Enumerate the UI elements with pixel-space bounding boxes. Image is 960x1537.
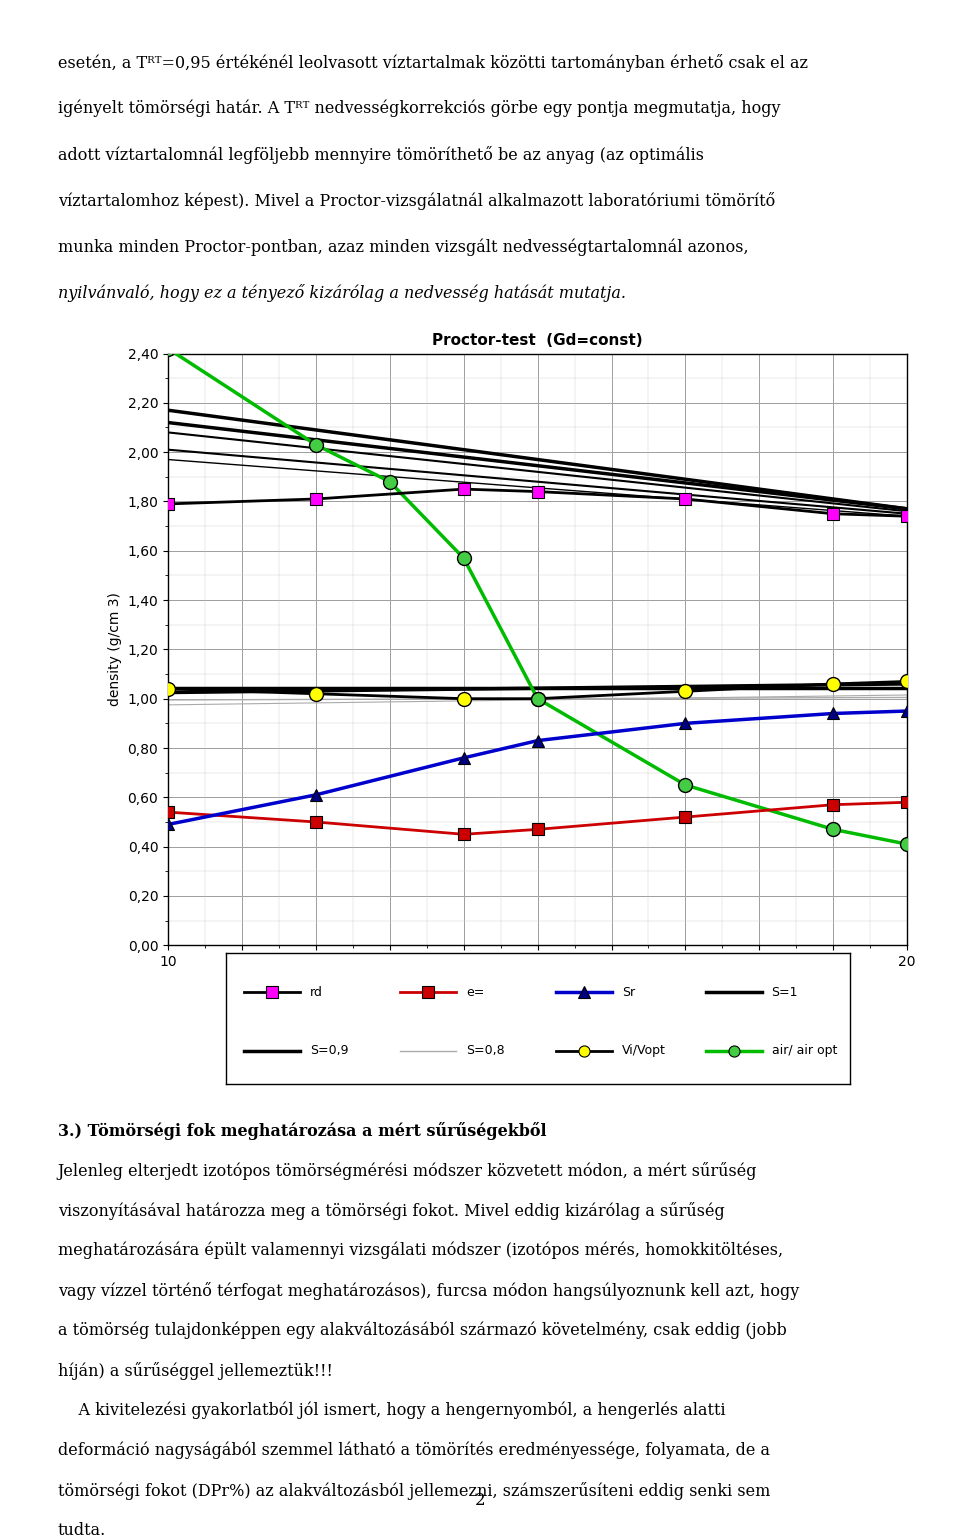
Text: e=: e= (466, 985, 484, 999)
Text: S=0,9: S=0,9 (310, 1045, 348, 1057)
Title: Proctor-test  (Gd=const): Proctor-test (Gd=const) (432, 334, 643, 349)
Text: 2: 2 (474, 1492, 486, 1509)
Text: víztartalomhoz képest). Mivel a Proctor-vizsgálatnál alkalmazott laboratóriumi t: víztartalomhoz képest). Mivel a Proctor-… (58, 192, 775, 211)
Text: tudta.: tudta. (58, 1522, 106, 1537)
Text: Sr: Sr (622, 985, 635, 999)
Text: viszonyításával határozza meg a tömörségi fokot. Mivel eddig kizárólag a sűrűség: viszonyításával határozza meg a tömörség… (58, 1202, 725, 1220)
Text: S=1: S=1 (772, 985, 798, 999)
Text: meghatározására épült valamennyi vizsgálati módszer (izotópos mérés, homokkitölt: meghatározására épült valamennyi vizsgál… (58, 1242, 782, 1259)
Text: adott víztartalomnál legföljebb mennyire tömöríthető be az anyag (az optimális: adott víztartalomnál legföljebb mennyire… (58, 146, 704, 164)
Text: híján) a sűrűséggel jellemeztük!!!: híján) a sűrűséggel jellemeztük!!! (58, 1362, 332, 1380)
Text: 3.) Tömörségi fok meghatározása a mért sűrűségekből: 3.) Tömörségi fok meghatározása a mért s… (58, 1122, 546, 1140)
Y-axis label: density (g/cm 3): density (g/cm 3) (108, 592, 122, 707)
Text: A kivitelezési gyakorlatból jól ismert, hogy a hengernyomból, a hengerlés alatti: A kivitelezési gyakorlatból jól ismert, … (58, 1402, 725, 1419)
Text: munka minden Proctor-pontban, azaz minden vizsgált nedvességtartalomnál azonos,: munka minden Proctor-pontban, azaz minde… (58, 238, 748, 255)
Text: esetén, a Tᴿᵀ=0,95 értékénél leolvasott víztartalmak közötti tartományban érhető: esetén, a Tᴿᵀ=0,95 értékénél leolvasott … (58, 54, 807, 72)
Text: vagy vízzel történő térfogat meghatározásos), furcsa módon hangsúlyoznunk kell a: vagy vízzel történő térfogat meghatározá… (58, 1282, 799, 1300)
Text: Jelenleg elterjedt izotópos tömörségmérési módszer közvetett módon, a mért sűrűs: Jelenleg elterjedt izotópos tömörségméré… (58, 1162, 757, 1180)
Text: nyilvánvaló, hogy ez a tényező kizárólag a nedvesség hatását mutatja.: nyilvánvaló, hogy ez a tényező kizárólag… (58, 284, 626, 303)
Text: Vi/Vopt: Vi/Vopt (622, 1045, 665, 1057)
Text: air/ air opt: air/ air opt (772, 1045, 837, 1057)
Text: tömörségi fokot (DPr%) az alakváltozásból jellemezni, számszerűsíteni eddig senk: tömörségi fokot (DPr%) az alakváltozásbó… (58, 1482, 770, 1500)
Text: deformáció nagyságából szemmel látható a tömörítés eredményessége, folyamata, de: deformáció nagyságából szemmel látható a… (58, 1442, 770, 1459)
Text: rd: rd (310, 985, 323, 999)
X-axis label: w%: w% (524, 974, 551, 990)
Text: igényelt tömörségi határ. A Tᴿᵀ nedvességkorrekciós görbe egy pontja megmutatja,: igényelt tömörségi határ. A Tᴿᵀ nedvessé… (58, 100, 780, 117)
Text: S=0,8: S=0,8 (466, 1045, 504, 1057)
Text: a tömörség tulajdonképpen egy alakváltozásából származó követelmény, csak eddig : a tömörség tulajdonképpen egy alakváltoz… (58, 1322, 786, 1339)
